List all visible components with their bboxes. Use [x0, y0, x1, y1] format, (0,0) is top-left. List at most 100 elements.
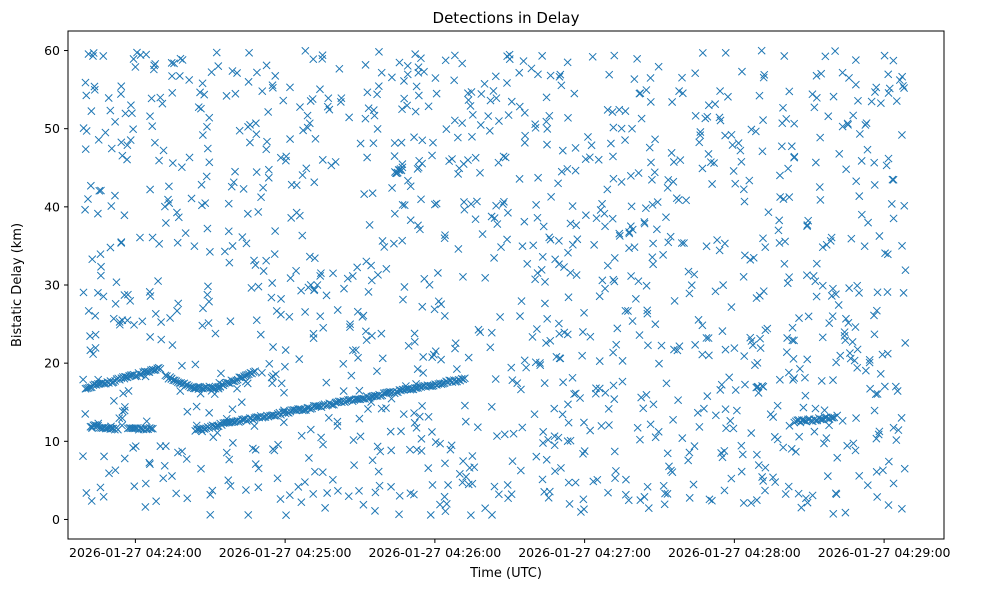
data-point: [166, 314, 175, 322]
data-point: [205, 297, 213, 306]
data-point: [205, 158, 214, 167]
data-point: [734, 139, 743, 148]
data-point: [718, 327, 727, 336]
data-point: [684, 456, 693, 465]
data-point: [568, 202, 577, 211]
data-point: [843, 441, 852, 450]
data-point: [335, 64, 344, 73]
data-point: [690, 270, 699, 279]
data-point: [571, 478, 580, 487]
data-point: [672, 194, 681, 203]
data-point: [799, 403, 808, 412]
data-point: [503, 52, 512, 61]
data-point: [816, 133, 825, 142]
data-point: [481, 504, 490, 513]
data-point: [328, 475, 337, 484]
data-point: [360, 190, 369, 199]
data-point: [703, 112, 712, 121]
data-point: [395, 510, 403, 519]
data-point: [810, 427, 819, 436]
data-point: [79, 375, 88, 384]
data-point: [895, 76, 904, 85]
data-point: [231, 167, 239, 176]
data-point: [875, 232, 884, 240]
data-point: [89, 350, 98, 359]
data-point: [675, 87, 684, 96]
data-point: [345, 323, 354, 332]
data-point: [827, 233, 836, 242]
data-point: [212, 48, 221, 57]
data-point: [898, 81, 907, 90]
data-point: [457, 374, 466, 383]
data-point: [400, 94, 409, 103]
data-point: [673, 346, 682, 355]
data-point: [321, 503, 330, 512]
data-point: [820, 439, 828, 448]
data-point: [123, 155, 132, 164]
data-point: [579, 418, 588, 427]
data-point: [170, 59, 178, 68]
data-point: [386, 427, 395, 436]
data-point: [150, 138, 159, 147]
data-point: [788, 336, 797, 345]
data-point: [172, 208, 181, 217]
data-point: [419, 352, 428, 361]
data-point: [400, 76, 408, 85]
data-point: [529, 241, 538, 250]
data-point: [370, 391, 379, 400]
data-point: [654, 427, 663, 436]
data-point: [555, 329, 564, 338]
data-point: [254, 208, 263, 216]
data-point: [424, 464, 433, 473]
data-point: [458, 59, 467, 68]
data-point: [497, 243, 505, 252]
data-point: [81, 205, 90, 214]
data-point: [318, 54, 327, 63]
data-point: [450, 76, 459, 85]
data-point: [310, 286, 319, 295]
data-point: [364, 404, 372, 413]
data-point: [452, 365, 461, 373]
data-point: [648, 253, 657, 262]
data-point: [95, 186, 104, 195]
data-point: [520, 217, 529, 226]
data-point: [410, 329, 419, 338]
data-point: [825, 319, 834, 328]
data-point: [177, 361, 186, 370]
data-point: [115, 317, 124, 326]
data-point: [156, 442, 165, 451]
data-point: [197, 464, 205, 473]
data-point: [406, 182, 415, 191]
data-point: [426, 510, 435, 519]
data-point: [287, 213, 296, 222]
data-point: [570, 390, 579, 399]
data-point: [111, 299, 120, 308]
data-point: [544, 435, 553, 444]
y-tick-label: 0: [52, 512, 60, 527]
data-point: [399, 295, 407, 304]
data-point: [268, 81, 277, 90]
data-point: [884, 70, 893, 79]
data-point: [146, 292, 155, 301]
data-point: [563, 164, 572, 173]
data-point: [245, 138, 254, 147]
data-point: [884, 154, 893, 163]
data-point: [801, 391, 810, 400]
data-point: [621, 490, 630, 499]
data-point: [694, 315, 703, 324]
data-point: [254, 483, 263, 492]
data-point: [297, 431, 306, 440]
data-point: [356, 139, 365, 148]
data-point: [310, 467, 319, 476]
data-point: [173, 378, 182, 387]
data-point: [841, 508, 850, 517]
data-point: [550, 404, 559, 413]
data-point: [136, 51, 145, 59]
data-point: [145, 458, 154, 467]
data-point: [816, 195, 825, 204]
data-point: [100, 452, 109, 461]
data-point: [264, 165, 273, 174]
data-point: [339, 359, 348, 368]
data-point: [97, 262, 105, 271]
data-point: [557, 167, 566, 176]
